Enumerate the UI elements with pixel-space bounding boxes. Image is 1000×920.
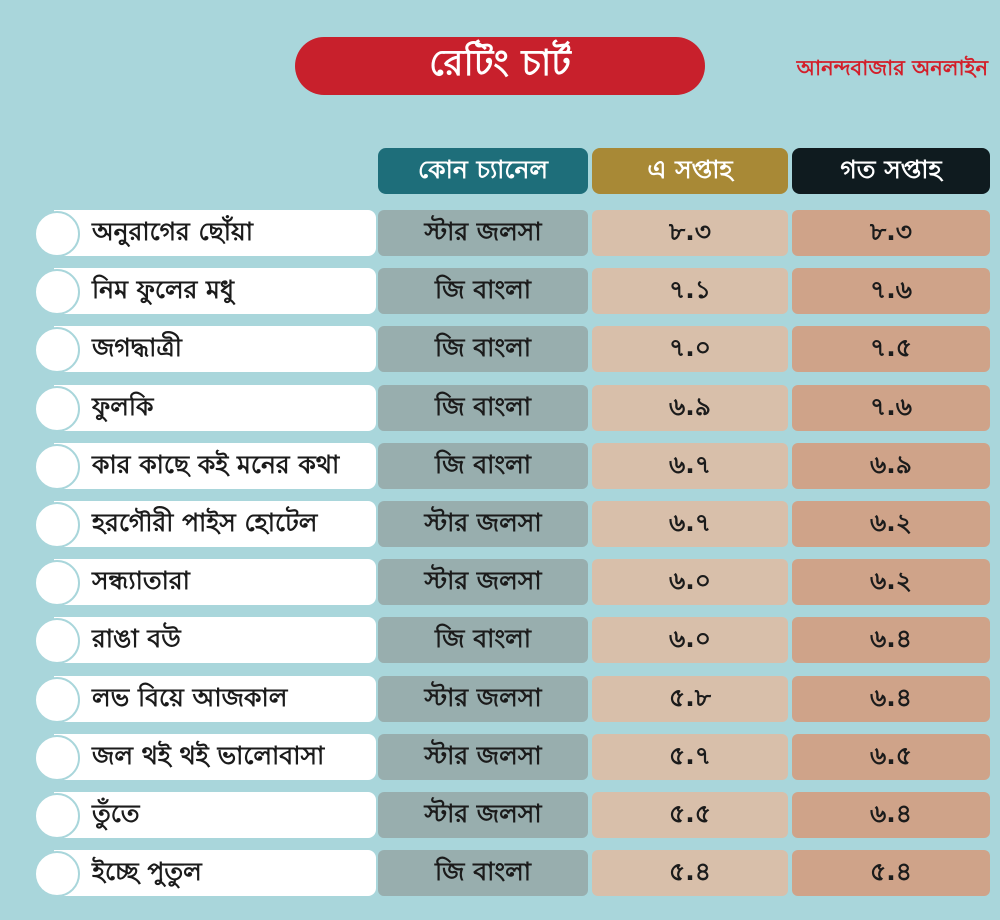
this-week-rating-cell: ৫.৫ [592, 792, 788, 838]
show-name: সন্ধ্যাতারা [92, 565, 190, 595]
show-name: ইচ্ছে পুতুল [92, 856, 202, 886]
column-header-this-week: এ সপ্তাহ [592, 148, 788, 194]
bullet-circle-icon [34, 677, 80, 723]
channel-cell: স্টার জলসা [378, 559, 588, 605]
table-row: রাঙা বউ জি বাংলা ৬.০ ৬.৪ [0, 617, 1000, 664]
this-week-rating-cell: ৭.১ [592, 268, 788, 314]
show-name: অনুরাগের ছোঁয়া [92, 216, 253, 246]
channel-cell: জি বাংলা [378, 617, 588, 663]
show-name: লভ বিয়ে আজকাল [92, 682, 288, 712]
this-week-rating-cell: ৬.৭ [592, 443, 788, 489]
table-row: লভ বিয়ে আজকাল স্টার জলসা ৫.৮ ৬.৪ [0, 676, 1000, 723]
bullet-circle-icon [34, 618, 80, 664]
this-week-rating-cell: ৮.৩ [592, 210, 788, 256]
brand-logo-text: আনন্দবাজার অনলাইন [796, 56, 988, 80]
this-week-rating-cell: ৭.০ [592, 326, 788, 372]
show-name: নিম ফুলের মধু [92, 274, 234, 304]
last-week-rating-cell: ৬.৫ [792, 734, 990, 780]
table-row: ইচ্ছে পুতুল জি বাংলা ৫.৪ ৫.৪ [0, 850, 1000, 897]
table-row: ফুলকি জি বাংলা ৬.৯ ৭.৬ [0, 385, 1000, 432]
last-week-rating-cell: ৭.৬ [792, 268, 990, 314]
channel-cell: জি বাংলা [378, 385, 588, 431]
show-name-box [54, 501, 376, 547]
last-week-rating-cell: ৮.৩ [792, 210, 990, 256]
show-name-box [54, 326, 376, 372]
table-row: অনুরাগের ছোঁয়া স্টার জলসা ৮.৩ ৮.৩ [0, 210, 1000, 257]
show-name: কার কাছে কই মনের কথা [92, 449, 340, 479]
show-name-box [54, 443, 376, 489]
last-week-rating-cell: ৫.৪ [792, 850, 990, 896]
show-name-box [54, 210, 376, 256]
this-week-rating-cell: ৫.৭ [592, 734, 788, 780]
bullet-circle-icon [34, 327, 80, 373]
this-week-rating-cell: ৬.০ [592, 617, 788, 663]
bullet-circle-icon [34, 793, 80, 839]
bullet-circle-icon [34, 211, 80, 257]
last-week-rating-cell: ৬.৯ [792, 443, 990, 489]
table-row: জল থই থই ভালোবাসা স্টার জলসা ৫.৭ ৬.৫ [0, 734, 1000, 781]
table-row: জগদ্ধাত্রী জি বাংলা ৭.০ ৭.৫ [0, 326, 1000, 373]
channel-cell: স্টার জলসা [378, 676, 588, 722]
bullet-circle-icon [34, 502, 80, 548]
table-row: সন্ধ্যাতারা স্টার জলসা ৬.০ ৬.২ [0, 559, 1000, 606]
show-name: ফুলকি [92, 391, 154, 421]
bullet-circle-icon [34, 269, 80, 315]
show-name: রাঙা বউ [92, 623, 181, 653]
bullet-circle-icon [34, 386, 80, 432]
column-header-last-week: গত সপ্তাহ [792, 148, 990, 194]
show-name-box [54, 559, 376, 605]
last-week-rating-cell: ৬.৪ [792, 617, 990, 663]
this-week-rating-cell: ৬.০ [592, 559, 788, 605]
last-week-rating-cell: ৬.৪ [792, 792, 990, 838]
table-row: তুঁতে স্টার জলসা ৫.৫ ৬.৪ [0, 792, 1000, 839]
chart-title: রেটিং চার্ট [295, 37, 705, 95]
show-name-box [54, 617, 376, 663]
channel-cell: স্টার জলসা [378, 210, 588, 256]
this-week-rating-cell: ৫.৮ [592, 676, 788, 722]
show-name: হরগৌরী পাইস হোটেল [92, 507, 318, 537]
table-row: হরগৌরী পাইস হোটেল স্টার জলসা ৬.৭ ৬.২ [0, 501, 1000, 548]
channel-cell: জি বাংলা [378, 326, 588, 372]
table-row: নিম ফুলের মধু জি বাংলা ৭.১ ৭.৬ [0, 268, 1000, 315]
show-name: জগদ্ধাত্রী [92, 332, 182, 362]
bullet-circle-icon [34, 444, 80, 490]
show-name-box [54, 734, 376, 780]
this-week-rating-cell: ৬.৯ [592, 385, 788, 431]
channel-cell: স্টার জলসা [378, 734, 588, 780]
last-week-rating-cell: ৬.৪ [792, 676, 990, 722]
last-week-rating-cell: ৬.২ [792, 501, 990, 547]
channel-cell: জি বাংলা [378, 850, 588, 896]
show-name-box [54, 850, 376, 896]
show-name-box [54, 792, 376, 838]
show-name-box [54, 676, 376, 722]
last-week-rating-cell: ৭.৬ [792, 385, 990, 431]
column-header-channel: কোন চ্যানেল [378, 148, 588, 194]
bullet-circle-icon [34, 735, 80, 781]
last-week-rating-cell: ৬.২ [792, 559, 990, 605]
show-name: জল থই থই ভালোবাসা [92, 740, 325, 770]
table-row: কার কাছে কই মনের কথা জি বাংলা ৬.৭ ৬.৯ [0, 443, 1000, 490]
show-name-box [54, 385, 376, 431]
this-week-rating-cell: ৬.৭ [592, 501, 788, 547]
channel-cell: স্টার জলসা [378, 792, 588, 838]
channel-cell: স্টার জলসা [378, 501, 588, 547]
show-name: তুঁতে [92, 798, 140, 828]
channel-cell: জি বাংলা [378, 443, 588, 489]
show-name-box [54, 268, 376, 314]
bullet-circle-icon [34, 560, 80, 606]
bullet-circle-icon [34, 851, 80, 897]
channel-cell: জি বাংলা [378, 268, 588, 314]
this-week-rating-cell: ৫.৪ [592, 850, 788, 896]
last-week-rating-cell: ৭.৫ [792, 326, 990, 372]
